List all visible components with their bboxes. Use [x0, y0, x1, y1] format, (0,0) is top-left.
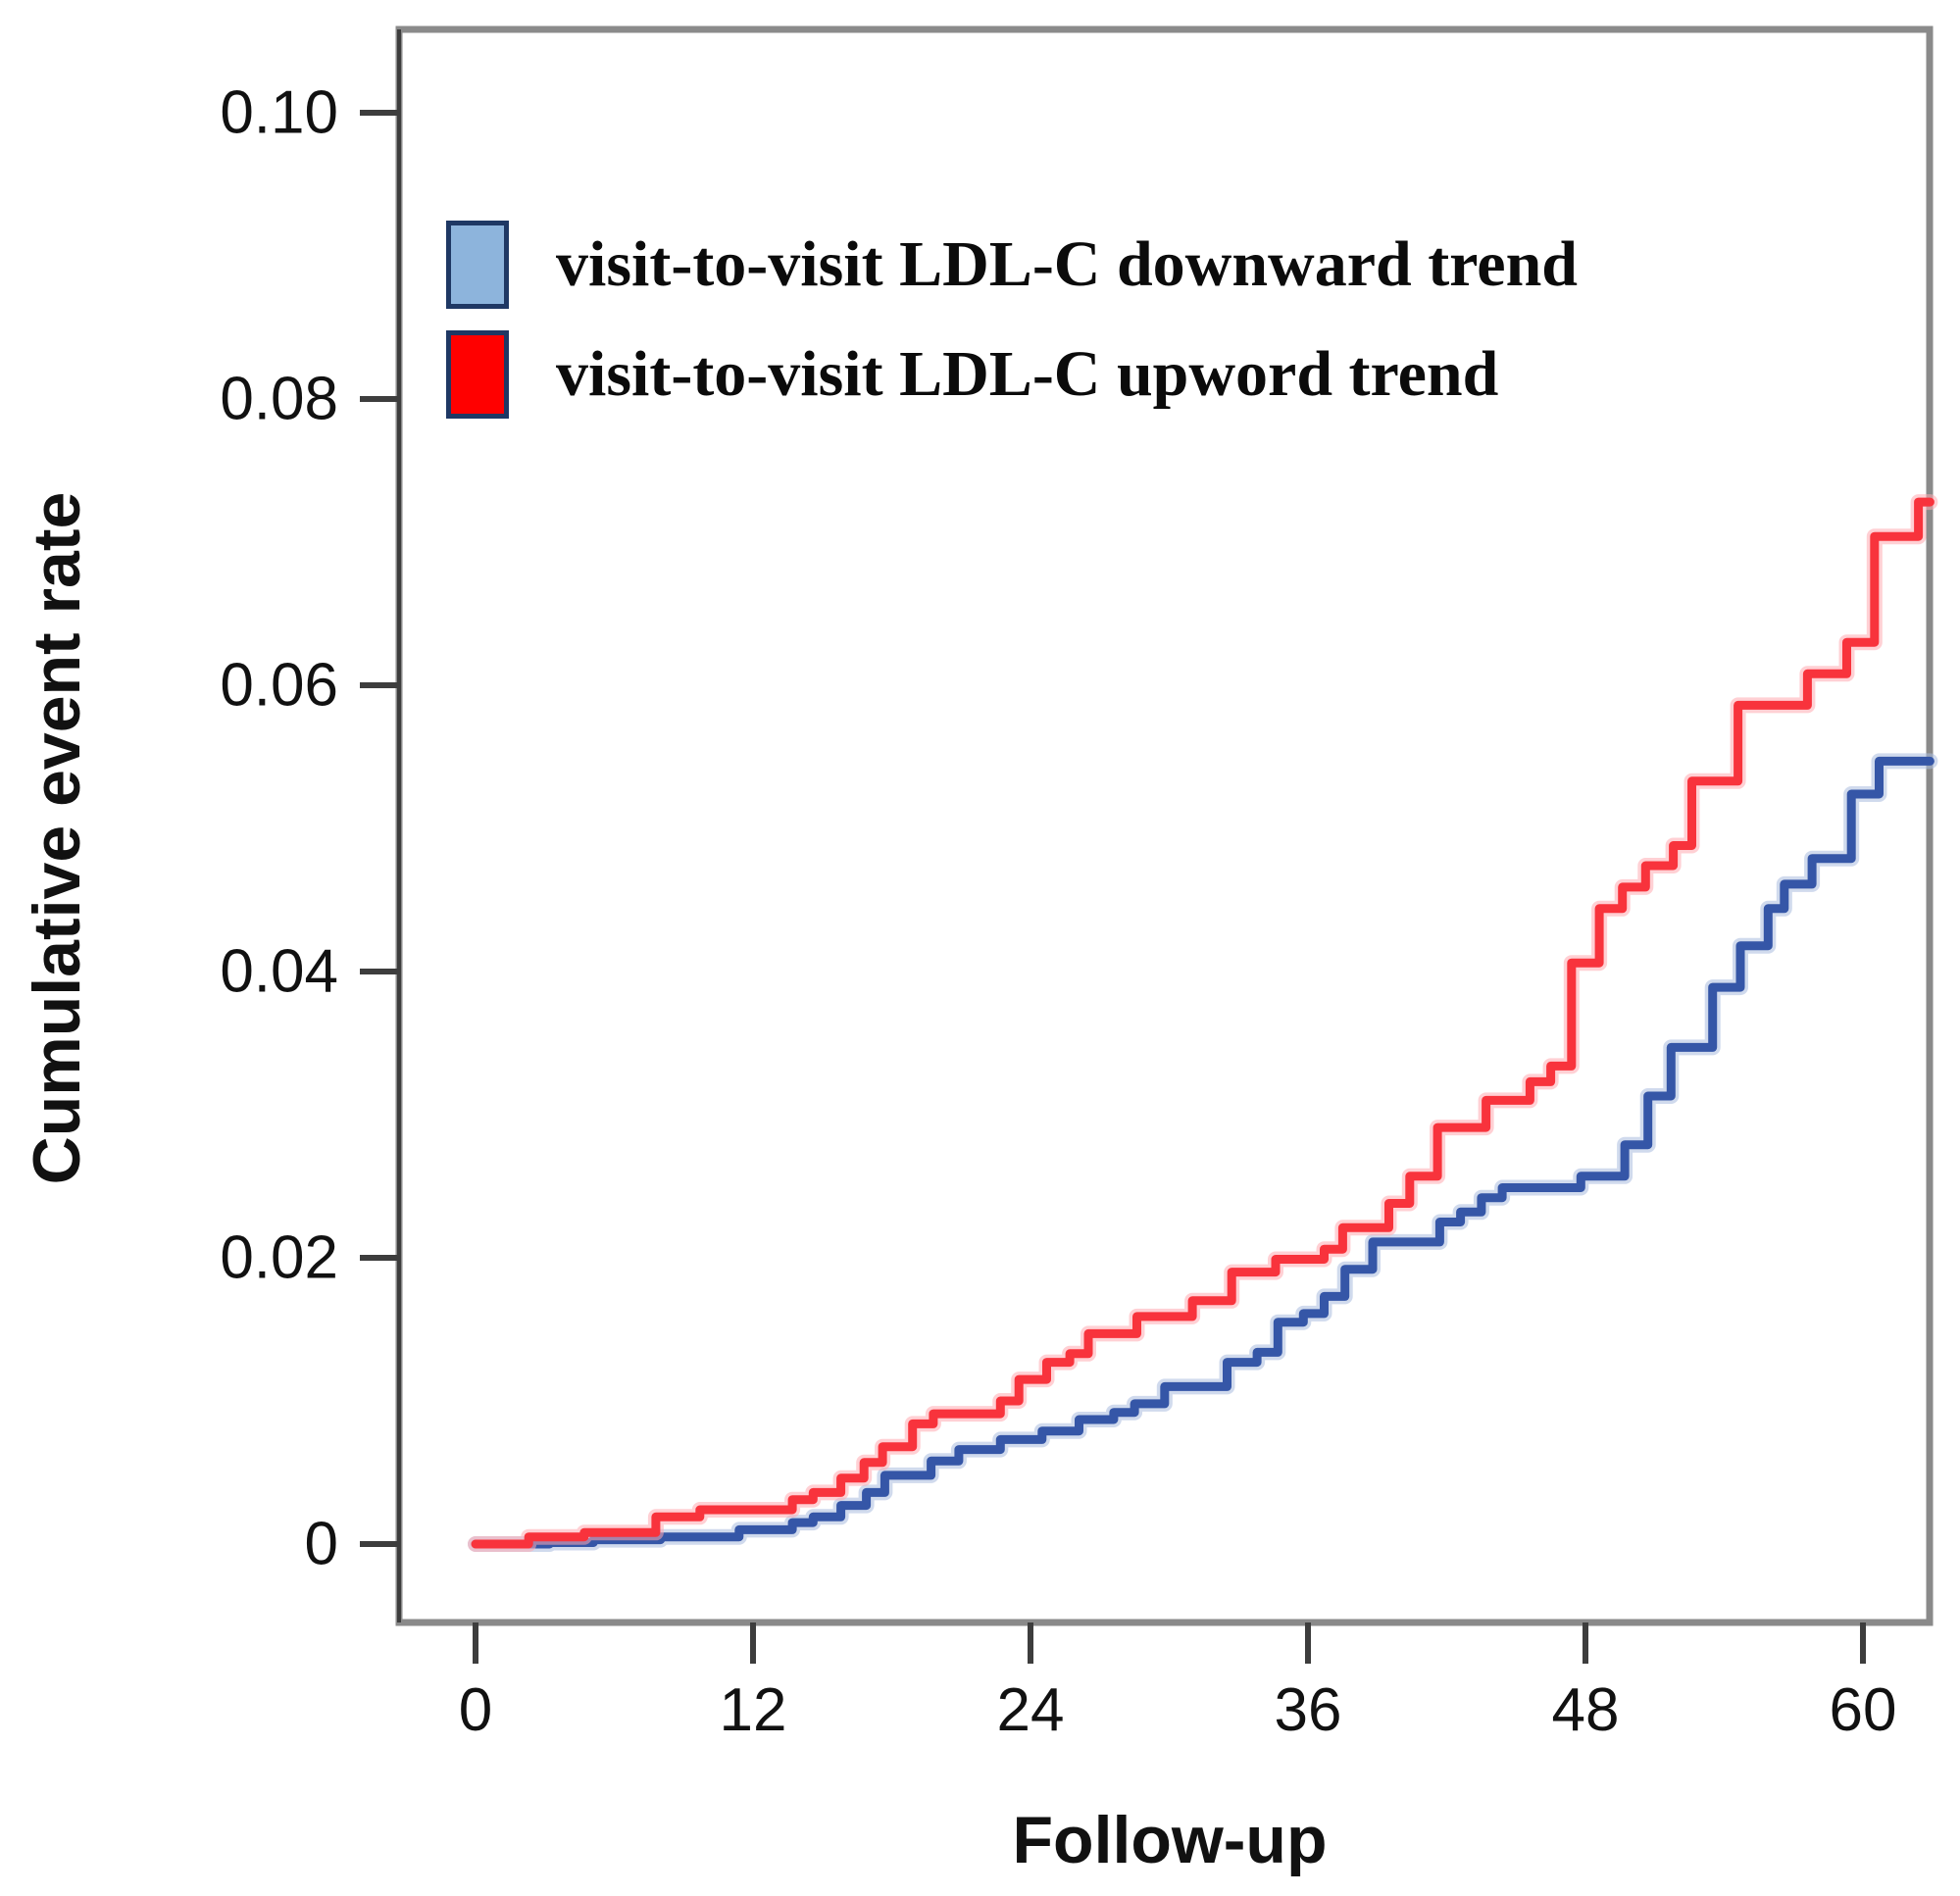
y-tick-label: 0.10: [220, 79, 338, 147]
legend-label-downward: visit-to-visit LDL-C downward trend: [556, 228, 1578, 300]
legend-item-downward: visit-to-visit LDL-C downward trend: [446, 221, 1578, 309]
legend-swatch-red-icon: [446, 330, 509, 419]
y-tick-label: 0: [305, 1511, 338, 1578]
y-axis-title: Cumulative event rate: [20, 491, 94, 1185]
x-tick-label: 48: [1552, 1676, 1620, 1744]
x-tick-label: 12: [720, 1676, 787, 1744]
legend-swatch-blue-icon: [446, 221, 509, 309]
x-tick-label: 60: [1830, 1676, 1897, 1744]
x-tick-label: 0: [459, 1676, 492, 1744]
upward-series-line: [471, 497, 1935, 1549]
x-axis-title: Follow-up: [1012, 1803, 1328, 1877]
x-tick-label: 24: [997, 1676, 1065, 1744]
y-tick-label: 0.06: [220, 652, 338, 720]
y-tick-label: 0.04: [220, 938, 338, 1006]
downward-series-halo: [468, 753, 1938, 1552]
legend-label-upward: visit-to-visit LDL-C upword trend: [556, 338, 1499, 410]
x-tick-label: 36: [1275, 1676, 1342, 1744]
downward-series-line: [471, 756, 1935, 1549]
y-tick-label: 0.08: [220, 366, 338, 433]
legend-item-upward: visit-to-visit LDL-C upword trend: [446, 330, 1498, 419]
y-tick-label: 0.02: [220, 1224, 338, 1292]
